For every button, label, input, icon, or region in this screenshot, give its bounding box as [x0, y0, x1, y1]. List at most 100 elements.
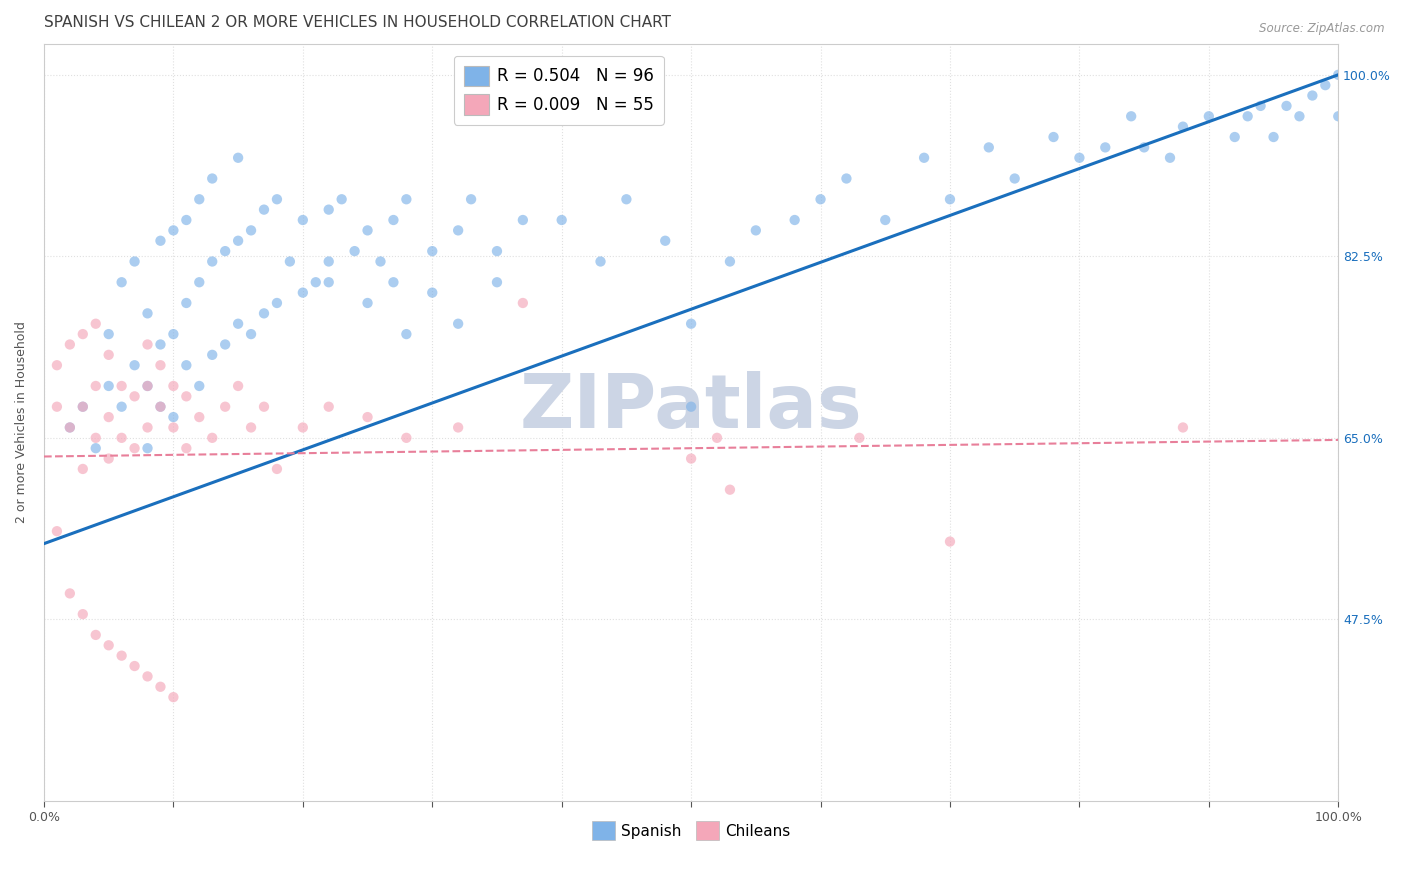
Point: [291, 420, 314, 434]
Point: [616, 192, 638, 206]
Point: [176, 389, 198, 403]
Point: [512, 213, 534, 227]
Point: [512, 296, 534, 310]
Point: [176, 296, 198, 310]
Point: [1275, 99, 1298, 113]
Point: [318, 400, 340, 414]
Point: [939, 534, 962, 549]
Point: [681, 400, 703, 414]
Point: [395, 431, 418, 445]
Point: [201, 348, 224, 362]
Point: [176, 441, 198, 455]
Point: [72, 327, 94, 342]
Point: [201, 254, 224, 268]
Point: [654, 234, 676, 248]
Point: [318, 275, 340, 289]
Point: [485, 275, 508, 289]
Point: [149, 358, 172, 372]
Point: [589, 254, 612, 268]
Point: [45, 400, 67, 414]
Point: [124, 358, 146, 372]
Text: ZIPatlas: ZIPatlas: [520, 371, 862, 443]
Point: [266, 462, 288, 476]
Point: [226, 234, 249, 248]
Point: [356, 223, 378, 237]
Point: [1236, 109, 1258, 123]
Point: [253, 400, 276, 414]
Point: [72, 462, 94, 476]
Point: [136, 379, 159, 393]
Point: [745, 223, 768, 237]
Point: [783, 213, 806, 227]
Point: [97, 327, 120, 342]
Point: [240, 327, 263, 342]
Point: [84, 441, 107, 455]
Point: [447, 317, 470, 331]
Point: [318, 254, 340, 268]
Point: [188, 379, 211, 393]
Point: [97, 379, 120, 393]
Point: [111, 648, 134, 663]
Point: [343, 244, 366, 259]
Y-axis label: 2 or more Vehicles in Household: 2 or more Vehicles in Household: [15, 321, 28, 524]
Point: [875, 213, 897, 227]
Point: [706, 431, 728, 445]
Point: [72, 400, 94, 414]
Point: [420, 244, 443, 259]
Point: [162, 379, 184, 393]
Text: SPANISH VS CHILEAN 2 OR MORE VEHICLES IN HOUSEHOLD CORRELATION CHART: SPANISH VS CHILEAN 2 OR MORE VEHICLES IN…: [44, 15, 671, 30]
Point: [253, 306, 276, 320]
Point: [1171, 420, 1194, 434]
Point: [59, 420, 82, 434]
Point: [447, 223, 470, 237]
Point: [550, 213, 572, 227]
Point: [226, 379, 249, 393]
Point: [188, 410, 211, 425]
Point: [848, 431, 870, 445]
Point: [136, 441, 159, 455]
Point: [718, 254, 741, 268]
Point: [460, 192, 482, 206]
Point: [1159, 151, 1181, 165]
Point: [84, 628, 107, 642]
Point: [59, 337, 82, 351]
Point: [45, 358, 67, 372]
Point: [681, 317, 703, 331]
Point: [1171, 120, 1194, 134]
Text: Source: ZipAtlas.com: Source: ZipAtlas.com: [1260, 22, 1385, 36]
Point: [395, 327, 418, 342]
Point: [977, 140, 1000, 154]
Point: [111, 400, 134, 414]
Point: [291, 213, 314, 227]
Point: [59, 586, 82, 600]
Point: [1223, 130, 1246, 145]
Point: [176, 213, 198, 227]
Point: [278, 254, 301, 268]
Point: [266, 296, 288, 310]
Point: [1069, 151, 1091, 165]
Point: [149, 337, 172, 351]
Point: [124, 659, 146, 673]
Point: [84, 317, 107, 331]
Point: [97, 638, 120, 652]
Point: [1250, 99, 1272, 113]
Point: [291, 285, 314, 300]
Point: [111, 379, 134, 393]
Point: [718, 483, 741, 497]
Point: [240, 420, 263, 434]
Point: [240, 223, 263, 237]
Point: [226, 151, 249, 165]
Point: [162, 690, 184, 705]
Point: [318, 202, 340, 217]
Point: [330, 192, 353, 206]
Point: [124, 389, 146, 403]
Point: [72, 607, 94, 622]
Point: [485, 244, 508, 259]
Point: [214, 244, 236, 259]
Point: [420, 285, 443, 300]
Point: [1263, 130, 1285, 145]
Point: [136, 306, 159, 320]
Point: [253, 202, 276, 217]
Legend: Spanish, Chileans: Spanish, Chileans: [585, 815, 797, 847]
Point: [149, 234, 172, 248]
